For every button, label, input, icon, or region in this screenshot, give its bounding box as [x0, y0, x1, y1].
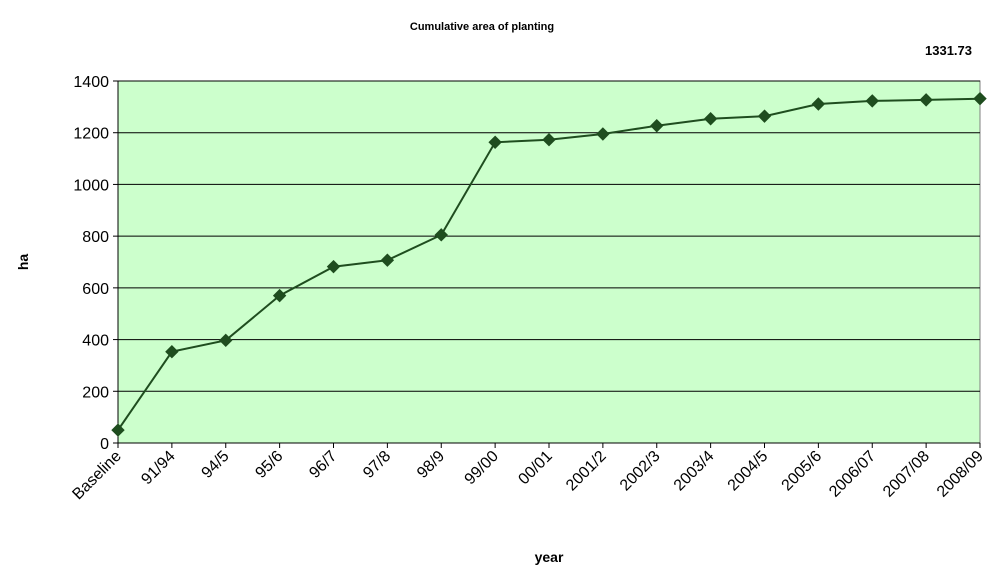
data-point-marker [650, 119, 664, 133]
data-point-marker [326, 259, 341, 274]
x-tick-label: 2001/2 [563, 448, 610, 495]
x-tick-label: 91/94 [138, 448, 178, 488]
x-tick-label: 2006/07 [826, 448, 879, 501]
data-point-marker [488, 135, 502, 149]
data-point-marker [434, 228, 448, 242]
final-value-annotation: 1331.73 [925, 43, 972, 58]
y-tick-label: 800 [82, 229, 109, 246]
chart-title: Cumulative area of planting [410, 21, 554, 33]
data-point-marker [811, 97, 826, 111]
x-tick-label: 2007/08 [880, 448, 933, 501]
data-point-marker [596, 127, 610, 141]
data-point-marker [165, 345, 179, 359]
data-point-marker [757, 109, 772, 123]
x-tick-label: 2003/4 [671, 448, 718, 495]
data-point-marker [219, 333, 233, 348]
y-tick-label: 0 [100, 436, 109, 453]
data-point-marker [111, 423, 125, 437]
x-tick-label: 2004/5 [725, 448, 772, 495]
x-tick-label: 2005/6 [779, 448, 826, 495]
y-tick-label: 200 [82, 384, 109, 401]
x-tick-label: 98/9 [414, 448, 448, 482]
data-point-marker [865, 94, 879, 108]
gridlines [118, 80, 980, 392]
y-axis-ticks: 0 200 400 600 800 1000 1200 1400 [73, 74, 118, 453]
x-tick-label: 96/7 [306, 448, 340, 482]
y-tick-label: 400 [82, 333, 109, 350]
data-point-marker [703, 112, 718, 126]
data-point-marker [919, 93, 933, 107]
x-tick-label: 2008/09 [934, 448, 987, 501]
x-tick-label: 99/00 [462, 448, 502, 488]
x-axis-ticks: Baseline 91/94 94/5 95/6 96/7 97/8 98/9 99/00 00… [69, 443, 987, 503]
x-tick-label: 00/01 [515, 448, 555, 488]
x-axis-label: year [535, 549, 564, 565]
x-tick-label: 2002/3 [617, 448, 664, 495]
y-tick-label: 600 [82, 281, 109, 298]
data-point-marker [542, 132, 556, 147]
data-point-marker [380, 253, 395, 267]
y-tick-label: 1000 [73, 177, 109, 194]
y-tick-label: 1200 [73, 126, 109, 143]
x-tick-label: 94/5 [199, 448, 233, 482]
x-tick-label: 97/8 [360, 448, 394, 482]
x-tick-label: 95/6 [252, 448, 286, 482]
data-point-marker [272, 288, 287, 303]
data-point-marker [973, 91, 987, 106]
y-tick-label: 1400 [73, 74, 109, 91]
series-markers [111, 91, 987, 437]
x-tick-label: Baseline [69, 448, 124, 503]
y-axis-label: ha [15, 254, 31, 271]
